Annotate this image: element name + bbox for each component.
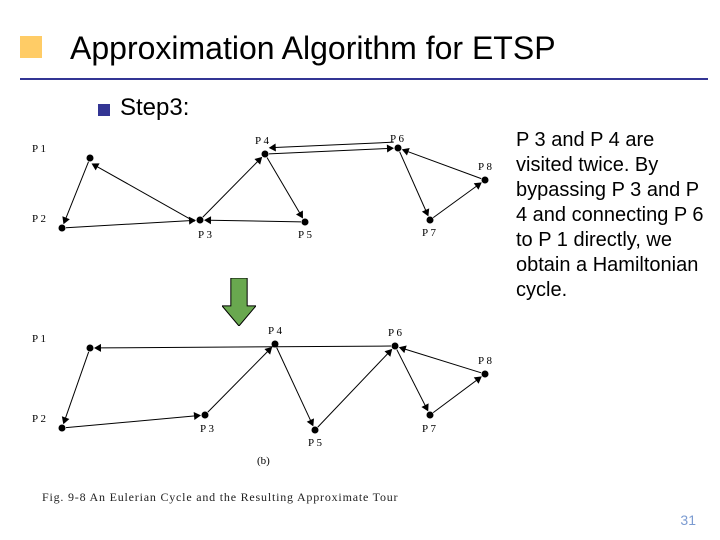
bullet-icon <box>98 104 110 116</box>
graph-node-label: P 3 <box>198 229 212 241</box>
figure-caption: Fig. 9-8 An Eulerian Cycle and the Resul… <box>42 490 398 505</box>
graph-node-label: P 5 <box>298 229 312 241</box>
graph-node-label: P 2 <box>32 213 46 225</box>
graph-top: P 1 P 2 P 3 P 4 P 5 P 6 P 7 P 8 <box>30 130 500 270</box>
title-accent-square <box>20 36 42 58</box>
graph-node-label: P 4 <box>268 325 282 337</box>
graph-node-label: P 8 <box>478 161 492 173</box>
description-text: P 3 and P 4 are visited twice. By bypass… <box>516 128 706 303</box>
graph-node <box>272 341 279 348</box>
graph-node <box>482 371 489 378</box>
graph-node-label: P 1 <box>32 333 46 345</box>
graph-node <box>427 412 434 419</box>
graph-node-label: P 4 <box>255 135 269 147</box>
subfigure-label: (b) <box>257 455 270 467</box>
graph-node <box>59 225 66 232</box>
graph-node <box>202 412 209 419</box>
graph-node <box>392 343 399 350</box>
graph-node-label: P 8 <box>478 355 492 367</box>
graph-node <box>262 151 269 158</box>
graph-node-label: P 6 <box>388 327 402 339</box>
graph-node-label: P 3 <box>200 423 214 435</box>
graph-node-label: P 2 <box>32 413 46 425</box>
graph-node-label: P 6 <box>390 133 404 145</box>
graph-node <box>59 425 66 432</box>
graph-node <box>302 219 309 226</box>
graph-node-label: P 5 <box>308 437 322 449</box>
arrow-down-icon <box>222 278 256 326</box>
graph-node <box>87 155 94 162</box>
graph-node <box>427 217 434 224</box>
graph-node-label: P 7 <box>422 227 436 239</box>
graph-node <box>312 427 319 434</box>
page-title: Approximation Algorithm for ETSP <box>70 30 556 67</box>
step-label: Step3: <box>120 94 189 122</box>
graph-node-label: P 7 <box>422 423 436 435</box>
graph-node <box>395 145 402 152</box>
graph-node <box>197 217 204 224</box>
graph-node-label: P 1 <box>32 143 46 155</box>
graph-node <box>482 177 489 184</box>
title-rule <box>20 78 708 80</box>
slide-number: 31 <box>680 512 696 528</box>
graph-bottom: P 1 P 2 P 3 P 4 P 5 P 6 P 7 P 8 (b) <box>30 320 500 470</box>
graph-node <box>87 345 94 352</box>
